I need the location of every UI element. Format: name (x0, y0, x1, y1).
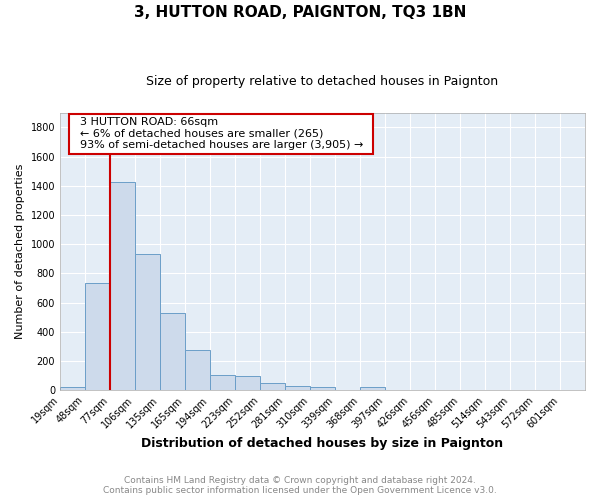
Text: 3 HUTTON ROAD: 66sqm  
  ← 6% of detached houses are smaller (265)  
  93% of se: 3 HUTTON ROAD: 66sqm ← 6% of detached ho… (73, 117, 370, 150)
Bar (185, 350, 210, 390)
Bar (210, 375, 235, 390)
Title: Size of property relative to detached houses in Paignton: Size of property relative to detached ho… (146, 75, 499, 88)
Bar (285, 386, 310, 390)
Bar (235, 376, 260, 390)
X-axis label: Distribution of detached houses by size in Paignton: Distribution of detached houses by size … (142, 437, 503, 450)
Bar (85, 283, 110, 390)
Text: Contains HM Land Registry data © Crown copyright and database right 2024.
Contai: Contains HM Land Registry data © Crown c… (103, 476, 497, 495)
Y-axis label: Number of detached properties: Number of detached properties (15, 164, 25, 339)
Text: 3, HUTTON ROAD, PAIGNTON, TQ3 1BN: 3, HUTTON ROAD, PAIGNTON, TQ3 1BN (134, 5, 466, 20)
Bar (60, 388, 85, 390)
Bar (260, 383, 285, 390)
Bar (160, 313, 185, 390)
Bar (360, 388, 385, 390)
Bar (310, 388, 335, 390)
Bar (135, 254, 160, 390)
Bar (110, 182, 135, 390)
